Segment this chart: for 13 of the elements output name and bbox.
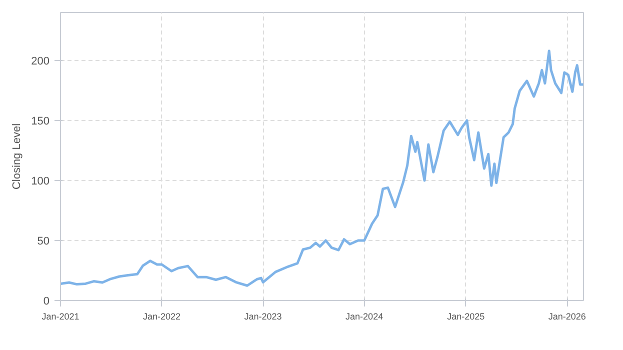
y-tick-label: 100 [31,176,50,188]
y-tick-label: 0 [43,296,50,308]
line-series [60,50,584,287]
y-tick-label: 200 [31,56,50,68]
x-tick-label: Jan-2025 [447,312,485,322]
x-tick-label: Jan-2024 [346,312,384,322]
x-tick-label: Jan-2022 [143,312,181,322]
x-tick-label: Jan-2021 [42,312,80,322]
y-axis-title: Closing Level [11,123,24,190]
y-tick-label: 150 [31,116,50,128]
x-tick-label: Jan-2026 [548,312,586,322]
y-tick-label: 50 [37,236,50,248]
x-tick-label: Jan-2023 [244,312,282,322]
